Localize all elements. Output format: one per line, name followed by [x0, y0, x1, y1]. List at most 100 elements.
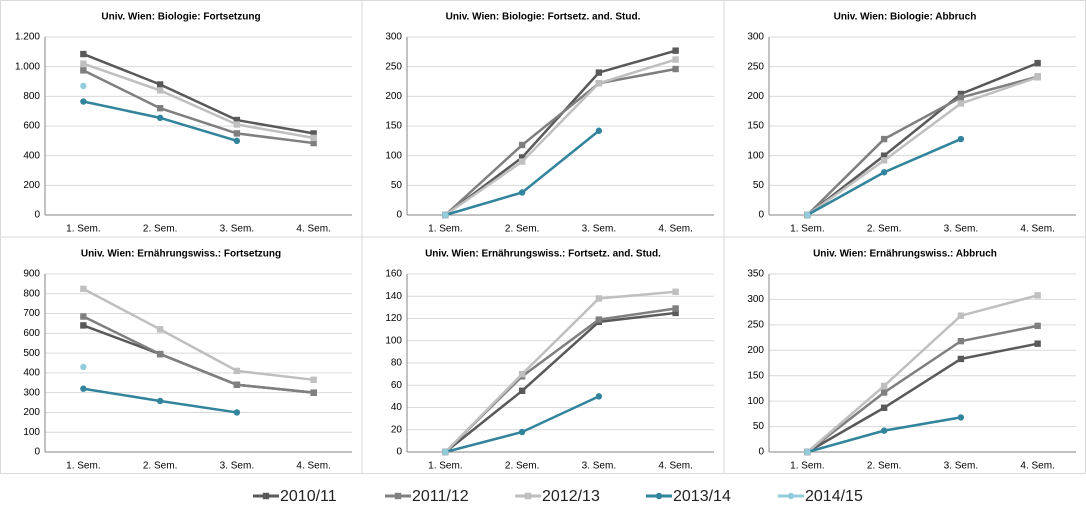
marker	[518, 189, 526, 196]
y-tick-label: 1.000	[15, 61, 40, 72]
x-tick-label: 2. Sem.	[143, 461, 177, 472]
marker	[595, 80, 603, 87]
marker	[80, 98, 87, 105]
x-tick-label: 3. Sem.	[582, 461, 616, 472]
marker	[394, 492, 402, 500]
y-tick-label: 500	[23, 348, 40, 359]
y-tick-label: 200	[23, 180, 40, 191]
marker	[804, 448, 811, 456]
series-line	[806, 342, 1038, 454]
y-tick-label: 0	[396, 210, 402, 221]
marker	[957, 135, 965, 143]
x-tick-label: 4. Sem.	[658, 224, 692, 235]
series-line	[444, 67, 676, 216]
y-tick-label: 600	[23, 328, 40, 339]
marker	[156, 81, 164, 88]
y-tick-label: 150	[747, 121, 764, 132]
marker	[880, 389, 888, 396]
y-tick-label: 0	[758, 210, 764, 221]
y-tick-label: 100	[23, 427, 40, 438]
y-tick-label: 150	[385, 121, 402, 132]
x-tick-label: 3. Sem.	[220, 224, 254, 235]
y-tick-label: 20	[391, 424, 403, 435]
marker	[233, 130, 241, 137]
marker	[672, 56, 679, 63]
marker	[80, 322, 87, 329]
series-line	[82, 62, 314, 140]
marker	[672, 305, 679, 312]
marker	[880, 152, 888, 159]
marker	[156, 326, 164, 333]
marker	[156, 105, 164, 112]
legend-label: 2012/13	[542, 488, 600, 505]
marker	[655, 492, 663, 500]
marker	[1034, 74, 1041, 81]
y-tick-label: 250	[747, 319, 764, 330]
series-line	[82, 69, 314, 145]
y-tick-label: 100	[747, 396, 764, 407]
y-tick-label: 200	[23, 407, 40, 418]
marker	[1034, 322, 1041, 330]
marker	[518, 158, 526, 165]
marker	[957, 100, 965, 107]
y-tick-label: 50	[753, 180, 765, 191]
legend-label: 2010/11	[280, 488, 337, 505]
x-tick-label: 4. Sem.	[1020, 224, 1054, 235]
x-tick-label: 4. Sem.	[1020, 461, 1054, 472]
series-line	[806, 75, 1038, 216]
y-tick-label: 800	[23, 91, 40, 102]
marker	[518, 387, 526, 395]
y-tick-label: 300	[385, 32, 402, 43]
marker	[672, 309, 679, 317]
x-tick-label: 3. Sem.	[944, 224, 978, 235]
legend-label: 2013/14	[673, 488, 731, 505]
y-tick-label: 200	[385, 91, 402, 102]
x-tick-label: 2. Sem.	[867, 224, 901, 235]
y-tick-label: 1.200	[15, 32, 40, 43]
legend-label: 2014/15	[805, 488, 863, 505]
marker	[310, 389, 317, 396]
marker	[233, 381, 241, 388]
marker	[442, 448, 449, 456]
series-line	[445, 395, 600, 454]
y-tick-label: 100	[385, 335, 402, 346]
y-tick-label: 160	[385, 269, 402, 280]
y-tick-label: 100	[747, 150, 764, 161]
marker	[156, 397, 164, 405]
marker	[518, 428, 526, 436]
x-tick-label: 3. Sem.	[220, 461, 254, 472]
x-tick-label: 2. Sem.	[867, 461, 901, 472]
marker	[1034, 59, 1041, 67]
x-tick-label: 4. Sem.	[296, 224, 330, 235]
marker	[233, 116, 241, 124]
x-tick-label: 3. Sem.	[944, 461, 978, 472]
marker	[80, 363, 87, 371]
marker	[80, 385, 87, 392]
series-line	[444, 290, 676, 453]
marker	[80, 50, 87, 58]
y-tick-label: 60	[391, 380, 403, 391]
y-tick-label: 0	[396, 447, 402, 458]
y-tick-label: 50	[753, 421, 765, 432]
marker	[310, 139, 317, 147]
chart-title: Univ. Wien: Ernährungswiss.: Abbruch	[813, 249, 997, 260]
series-line	[82, 324, 314, 394]
y-tick-label: 300	[747, 294, 764, 305]
marker	[518, 154, 526, 161]
series-line	[806, 324, 1038, 453]
y-tick-label: 40	[391, 402, 403, 413]
chart-title: Univ. Wien: Biologie: Fortsetz. and. Stu…	[446, 12, 641, 23]
marker	[80, 285, 87, 293]
x-tick-label: 2. Sem.	[505, 224, 539, 235]
marker	[672, 65, 679, 73]
x-tick-label: 1. Sem.	[790, 461, 824, 472]
y-tick-label: 150	[747, 370, 764, 381]
y-tick-label: 700	[23, 308, 40, 319]
y-tick-label: 0	[34, 210, 40, 221]
x-tick-label: 3. Sem.	[582, 224, 616, 235]
series-line	[806, 76, 1039, 217]
y-tick-label: 400	[23, 368, 40, 379]
marker	[957, 94, 965, 101]
chart-title: Univ. Wien: Biologie: Fortsetzung	[101, 12, 260, 23]
